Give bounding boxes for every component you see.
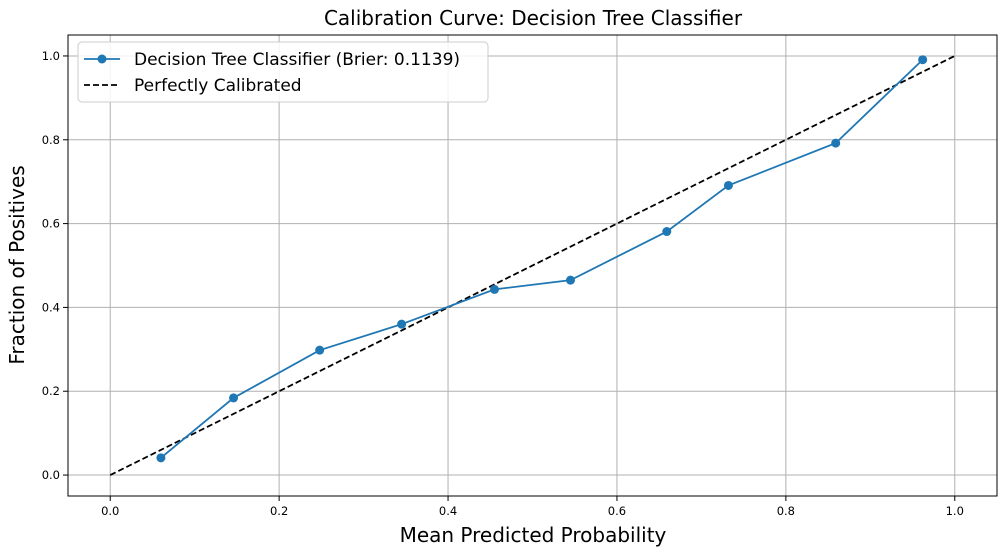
x-tick-label: 0.4 xyxy=(439,504,457,518)
y-tick-label: 0.4 xyxy=(42,300,60,314)
series-layer xyxy=(109,55,956,476)
model-data-point xyxy=(315,345,325,355)
y-axis-label: Fraction of Positives xyxy=(5,165,29,364)
model-data-point xyxy=(831,138,841,148)
x-tick-label: 0.6 xyxy=(608,504,626,518)
x-tick-label: 0.8 xyxy=(777,504,795,518)
legend: Decision Tree Classifier (Brier: 0.1139)… xyxy=(77,41,489,103)
x-tick-label: 0.0 xyxy=(101,504,119,518)
chart-title: Calibration Curve: Decision Tree Classif… xyxy=(324,6,743,30)
model-data-point xyxy=(397,319,407,329)
perfectly-calibrated-line xyxy=(109,55,956,476)
model-data-point xyxy=(918,55,928,65)
model-data-point xyxy=(723,180,733,190)
model-data-point xyxy=(662,227,672,237)
y-tick-label: 0.8 xyxy=(42,133,60,147)
model-data-point xyxy=(566,275,576,285)
legend-box xyxy=(77,41,489,103)
x-axis-label: Mean Predicted Probability xyxy=(400,523,667,547)
model-calibration-line xyxy=(160,59,924,459)
y-tick-label: 0.2 xyxy=(42,384,60,398)
model-data-point xyxy=(489,284,499,294)
legend-marker-model xyxy=(97,54,107,64)
y-tick-label: 0.6 xyxy=(42,217,60,231)
axis-ticks: 0.0 0.2 0.4 0.6 0.8 1.0 0.0 0.2 0.4 0.6 0.8 1.0 xyxy=(42,49,964,518)
legend-label-ideal: Perfectly Calibrated xyxy=(134,76,302,96)
x-tick-label: 0.2 xyxy=(270,504,288,518)
y-tick-label: 1.0 xyxy=(42,49,60,63)
legend-label-model: Decision Tree Classifier (Brier: 0.1139) xyxy=(134,50,460,70)
y-tick-label: 0.0 xyxy=(42,468,60,482)
model-data-point xyxy=(229,393,239,403)
plot-frame xyxy=(67,34,998,497)
x-tick-label: 1.0 xyxy=(946,504,964,518)
model-data-point xyxy=(156,453,166,463)
